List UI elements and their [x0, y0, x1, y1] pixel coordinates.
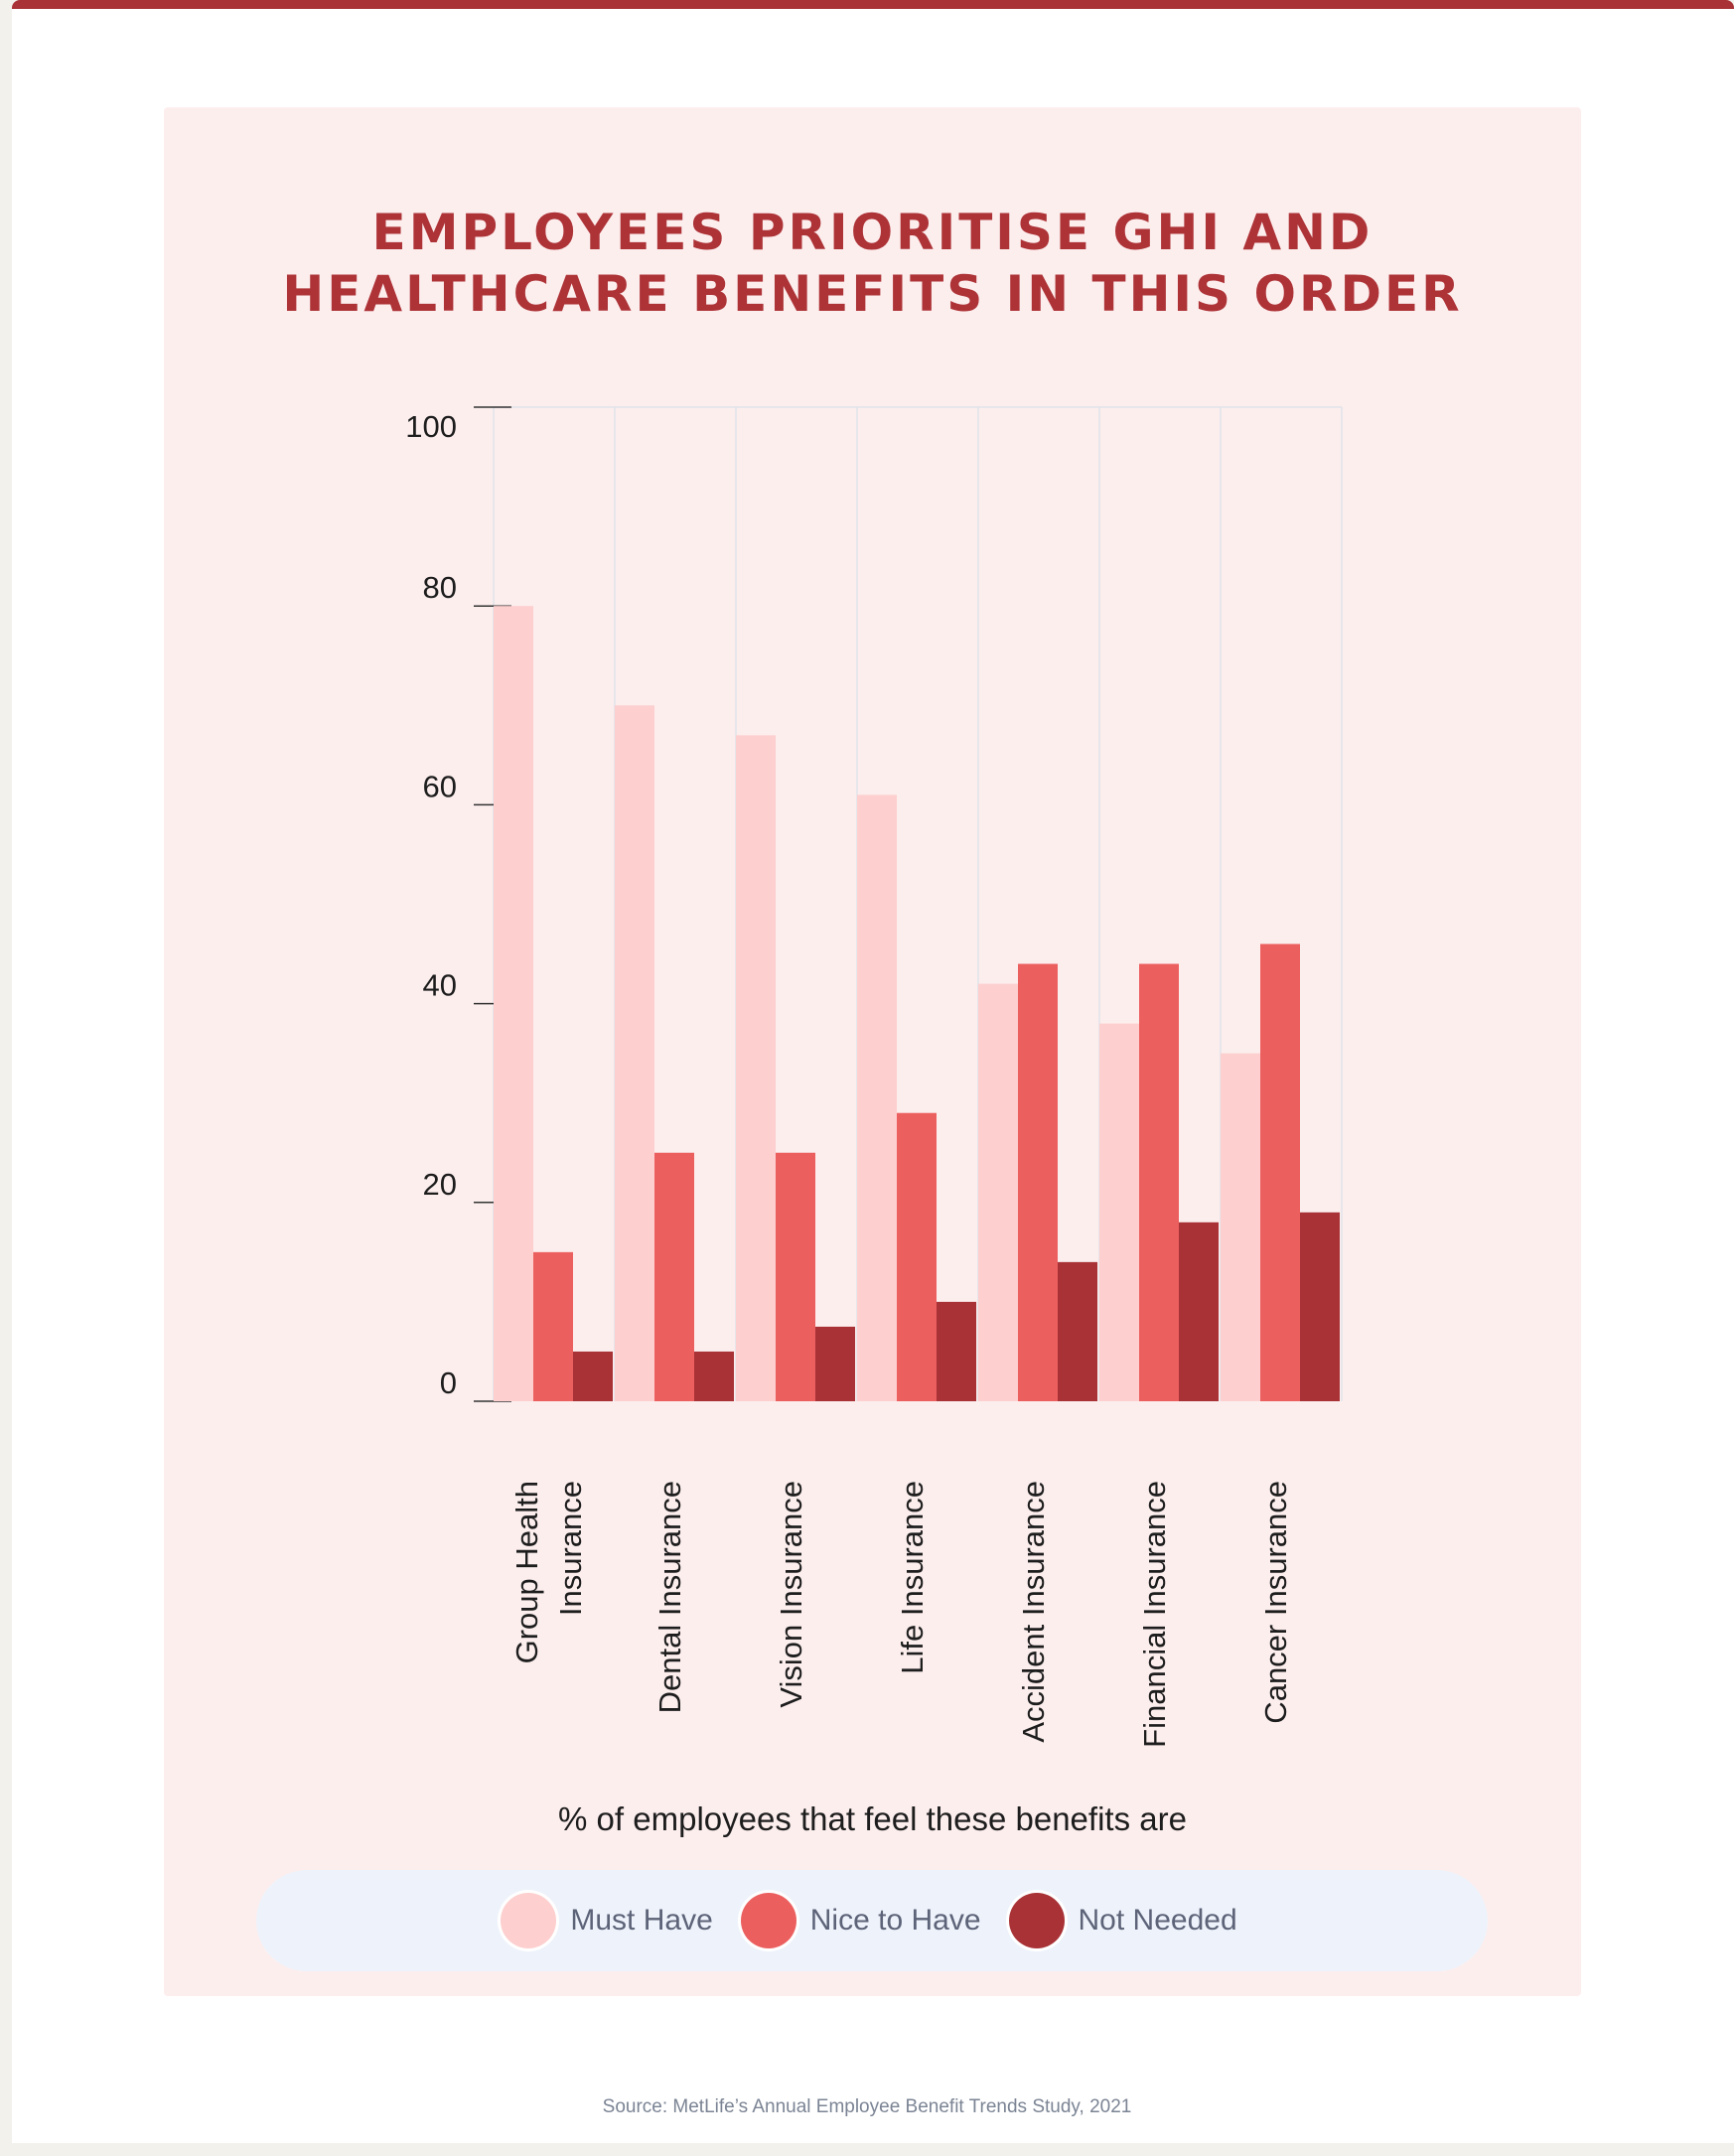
bar-nice-to-have-financial-insurance [1139, 963, 1179, 1401]
x-tick-label-group-health-insurance-line-2: Insurance [553, 1481, 588, 1616]
bar-nice-to-have-accident-insurance [1018, 963, 1058, 1401]
legend-dot-nice-to-have [740, 1893, 796, 1948]
x-tick-label-accident-insurance: Accident Insurance [1016, 1481, 1051, 1743]
bar-nice-to-have-cancer-insurance [1260, 943, 1300, 1401]
bar-must-have-dental-insurance [615, 705, 654, 1401]
bar-nice-to-have-dental-insurance [654, 1152, 694, 1401]
y-tick-label-60: 60 [423, 769, 457, 803]
bar-must-have-group-health-insurance [494, 606, 533, 1401]
bar-chart: 0 20 40 60 80 100 Group Health Insurance Dental … [405, 406, 1343, 1748]
chart-title: EMPLOYEES PRIORITISE GHI AND HEALTHCARE … [164, 202, 1581, 325]
x-tick-label-group-health-insurance-line-1: Group Health [509, 1481, 544, 1663]
legend-item-must-have: Must Have [501, 1893, 713, 1948]
bar-nice-to-have-vision-insurance [776, 1152, 815, 1401]
bar-must-have-cancer-insurance [1221, 1053, 1260, 1401]
x-tick-label-life-insurance: Life Insurance [895, 1481, 930, 1674]
bar-not-needed-life-insurance [937, 1301, 976, 1401]
x-tick-label-cancer-insurance: Cancer Insurance [1258, 1481, 1293, 1724]
bar-must-have-financial-insurance [1099, 1023, 1139, 1401]
legend-label-not-needed: Not Needed [1078, 1904, 1237, 1937]
y-tick-label-0: 0 [440, 1365, 457, 1400]
y-tick-label-40: 40 [423, 968, 457, 1003]
x-tick-label-dental-insurance: Dental Insurance [652, 1481, 687, 1713]
bar-nice-to-have-life-insurance [897, 1112, 937, 1401]
bar-must-have-life-insurance [857, 794, 897, 1401]
legend-dot-must-have [501, 1893, 557, 1948]
x-tick-label-vision-insurance: Vision Insurance [774, 1481, 808, 1708]
source-note: Source: MetLife’s Annual Employee Benefi… [602, 2096, 1132, 2117]
chart-subtitle: % of employees that feel these benefits … [558, 1800, 1187, 1837]
chart-legend: Must Have Nice to Have Not Needed [256, 1870, 1488, 1971]
legend-dot-not-needed [1008, 1893, 1065, 1948]
bar-must-have-vision-insurance [736, 735, 776, 1401]
chart-title-line-1: EMPLOYEES PRIORITISE GHI AND [371, 204, 1373, 261]
legend-label-must-have: Must Have [570, 1904, 713, 1937]
bar-not-needed-group-health-insurance [573, 1351, 613, 1401]
y-tick-label-100: 100 [405, 409, 457, 444]
legend-item-not-needed: Not Needed [1008, 1893, 1237, 1948]
bar-not-needed-dental-insurance [694, 1351, 734, 1401]
x-tick-label-financial-insurance: Financial Insurance [1137, 1481, 1172, 1748]
bar-not-needed-financial-insurance [1179, 1222, 1219, 1401]
bar-not-needed-cancer-insurance [1300, 1212, 1340, 1401]
bar-not-needed-accident-insurance [1058, 1261, 1097, 1401]
y-tick-label-80: 80 [423, 570, 457, 605]
bar-nice-to-have-group-health-insurance [533, 1251, 573, 1401]
legend-item-nice-to-have: Nice to Have [740, 1893, 981, 1948]
legend-label-nice-to-have: Nice to Have [809, 1904, 981, 1937]
chart-title-line-2: HEALTHCARE BENEFITS IN THIS ORDER [282, 265, 1463, 323]
chart-panel: EMPLOYEES PRIORITISE GHI AND HEALTHCARE … [164, 107, 1581, 1996]
y-tick-label-20: 20 [423, 1167, 457, 1202]
bar-not-needed-vision-insurance [815, 1326, 855, 1401]
bar-must-have-accident-insurance [978, 983, 1018, 1401]
